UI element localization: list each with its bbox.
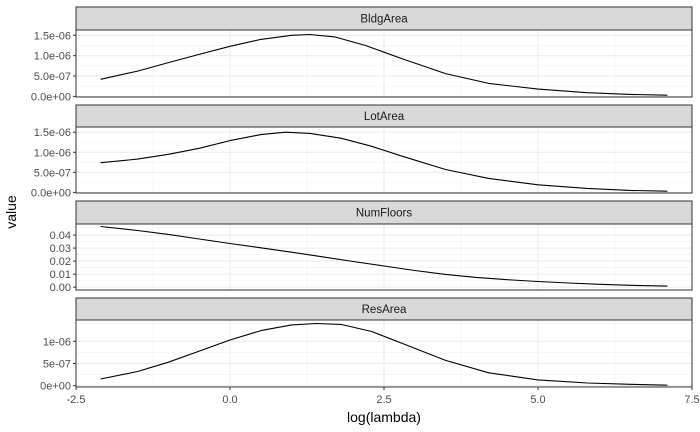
y-axis-title: value	[3, 195, 19, 229]
x-axis: -2.5 0.0 2.5 5.0 7.5	[67, 387, 700, 406]
series-line	[100, 131, 668, 192]
series-line	[100, 225, 668, 287]
y-tick-label: 0.00	[50, 282, 71, 294]
facet-panel-resarea: ResArea 0e+00 5e-07 1e-06	[40, 297, 693, 393]
y-tick-label: 0.02	[50, 256, 71, 268]
panel-border	[75, 223, 693, 291]
y-tick-label: 5.0e-07	[34, 71, 71, 83]
panel-border	[75, 126, 693, 194]
facet-strip-label: LotArea	[364, 111, 405, 123]
x-tick-label: 0.0	[222, 394, 237, 406]
y-tick-label: 0.04	[50, 230, 71, 242]
facet-panel-numfloors: NumFloors 0.000.010.020.030.04	[50, 200, 693, 294]
x-tick-label: -2.5	[67, 394, 86, 406]
y-tick-label: 0.0e+00	[31, 187, 71, 199]
facet-strip-label: ResArea	[362, 304, 407, 316]
y-tick-label: 1e-06	[43, 336, 71, 348]
x-axis-title: log(lambda)	[347, 409, 421, 425]
facet-strip-label: BldgArea	[360, 14, 408, 26]
y-tick-label: 0.0e+00	[31, 91, 71, 103]
y-tick-label: 0e+00	[40, 381, 71, 393]
x-tick-label: 7.5	[684, 394, 699, 406]
facet-strip-label: NumFloors	[356, 208, 412, 220]
x-tick-label: 5.0	[530, 394, 545, 406]
y-tick-label: 1.0e-06	[34, 51, 71, 63]
facet-panel-bldgarea: BldgArea 0.0e+00 5.0e-07 1.0e-06 1.5e-06	[31, 6, 693, 103]
facet-panel-lotarea: LotArea 0.0e+00 5.0e-07 1.0e-06 1.5e-06	[31, 104, 693, 199]
y-tick-label: 1.0e-06	[34, 147, 71, 159]
series-line	[100, 33, 668, 96]
y-tick-label: 1.5e-06	[34, 127, 71, 139]
panel-border	[75, 29, 693, 98]
panels-layer: BldgArea0.0e+005.0e-071.0e-061.5e-06LotA…	[31, 6, 693, 393]
y-tick-label: 0.03	[50, 243, 71, 255]
y-tick-label: 1.5e-06	[34, 30, 71, 42]
y-tick-label: 5.0e-07	[34, 167, 71, 179]
x-tick-label: 2.5	[376, 394, 391, 406]
series-line	[100, 322, 668, 386]
y-tick-label: 5e-07	[43, 358, 71, 370]
y-tick-label: 0.01	[50, 269, 71, 281]
